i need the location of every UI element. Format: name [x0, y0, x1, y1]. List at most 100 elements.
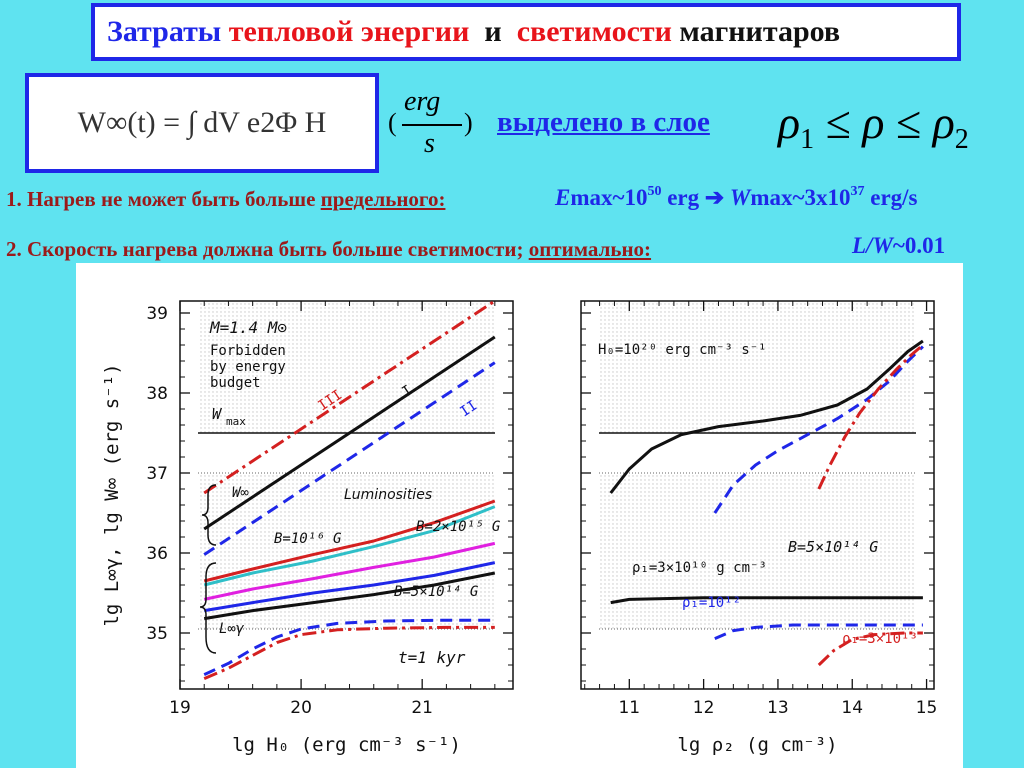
unit-rparen: ) — [464, 108, 473, 137]
wmax-sub-annotation: max — [226, 415, 246, 428]
brace-linf — [199, 562, 217, 654]
luminosity-region — [599, 473, 916, 629]
chart-svg: 35 36 37 38 39 19 20 21 lg H₀ (erg cm⁻³ s⁻¹) M=1.… — [101, 299, 938, 756]
rho-inequality: ρ1 ≤ ρ ≤ ρ2 — [778, 96, 969, 156]
rho-1: ρ — [778, 97, 801, 148]
series-line-right-3 — [610, 596, 923, 605]
series-line-left-8 — [203, 618, 495, 676]
y-tick-label: 38 — [146, 384, 168, 404]
series-line-left-9 — [203, 625, 495, 680]
title-part-3: и — [476, 15, 510, 48]
y-axis-label: lg L∞γ, lg W∞ (erg s⁻¹) — [101, 363, 123, 626]
series-line-right-1 — [713, 345, 924, 514]
y-tick-label: 35 — [146, 624, 168, 644]
x-tick-label: 14 — [841, 698, 863, 718]
b-annotation: B=5×10¹⁴ G — [788, 538, 878, 556]
x-tick-label: 15 — [916, 698, 938, 718]
wmax-unit: erg/s — [864, 185, 918, 210]
title-part-1: Затраты — [107, 15, 229, 48]
wmax-text: max~3x10 — [750, 185, 851, 210]
item-1: 1. Нагрев не может быть больше предельно… — [6, 187, 445, 212]
forbidden-region — [599, 301, 916, 433]
series-line-left-4 — [203, 505, 496, 587]
brace-winf — [201, 484, 217, 546]
series-line-right-4 — [714, 623, 923, 640]
unit-denominator: s — [424, 128, 435, 159]
x-tick-label: 20 — [290, 698, 312, 718]
formula-text: W∞(t) = ∫ dV e2Φ H — [77, 106, 327, 139]
arrow-icon: ➔ — [704, 185, 725, 210]
series-line-left-0 — [203, 299, 496, 495]
winf-annotation: W∞ — [232, 485, 249, 501]
curve-label-II: II — [457, 398, 480, 421]
wmax-annotation: W — [212, 405, 223, 423]
unit-numerator: erg — [404, 86, 441, 117]
series-line-left-7 — [203, 571, 496, 621]
series-line-left-6 — [203, 561, 496, 613]
plot-left: 35 36 37 38 39 19 20 21 lg H₀ (erg cm⁻³ s⁻¹) M=1.… — [101, 299, 514, 756]
x-tick-label: 12 — [693, 698, 715, 718]
item-1-text: 1. Нагрев не может быть больше — [6, 187, 321, 211]
y-tick-label: 36 — [146, 544, 168, 564]
title-part-2: тепловой энергии — [228, 15, 477, 48]
unit-lparen: ( — [388, 108, 397, 137]
leq-2: ≤ — [895, 97, 922, 148]
emax-unit: erg — [661, 185, 705, 210]
series-line-left-2 — [203, 361, 496, 556]
x-tick-label: 13 — [767, 698, 789, 718]
item-2-underlined: оптимально: — [528, 237, 652, 261]
b2-annotation: B=2×10¹⁵ G — [416, 519, 501, 535]
b3-annotation: B=5×10¹⁴ G — [394, 584, 479, 600]
chart-panel: 35 36 37 38 39 19 20 21 lg H₀ (erg cm⁻³ s⁻¹) M=1.… — [76, 263, 963, 768]
y-tick-label: 39 — [146, 304, 168, 324]
wmax-exp: 37 — [850, 184, 865, 200]
rho-2-sub: 2 — [954, 124, 969, 156]
formula-box: W∞(t) = ∫ dV e2Φ H — [25, 73, 379, 173]
h0-annotation: H₀=10²⁰ erg cm⁻³ s⁻¹ — [598, 342, 767, 358]
axes-frame — [179, 300, 514, 690]
series-line-right-0 — [609, 339, 924, 494]
lw-ratio: L/W~0.01 — [852, 233, 945, 259]
lw-label: L/W — [852, 233, 893, 258]
fraction-bar — [402, 124, 462, 126]
item-2: 2. Скорость нагрева должна быть больше с… — [6, 237, 651, 262]
axes-frame — [580, 300, 935, 690]
x-tick-label: 19 — [169, 698, 191, 718]
rho-2: ρ — [932, 97, 955, 148]
luminosities-annotation: Luminosities — [344, 487, 432, 503]
series-line-right-2 — [817, 343, 924, 490]
item-1-underlined: предельного: — [320, 187, 446, 211]
b1-annotation: B=10¹⁶ G — [274, 531, 342, 547]
rho1-annotation-c: ρ₁=3×10¹³ — [842, 631, 918, 647]
x-tick-label: 11 — [618, 698, 640, 718]
x-tick-label: 21 — [411, 698, 433, 718]
y-tick-label: 37 — [146, 464, 168, 484]
rho-1-sub: 1 — [800, 124, 815, 156]
layer-text: выделено в слое — [497, 106, 710, 138]
x-axis-label: lg H₀ (erg cm⁻³ s⁻¹) — [232, 734, 461, 756]
emax-text: max~10 — [570, 185, 648, 210]
series-line-left-5 — [203, 541, 496, 601]
title-part-4: светимости — [509, 15, 672, 48]
series-line-left-3 — [203, 499, 496, 583]
forbidden-region — [198, 301, 495, 433]
emax-exp: 50 — [647, 184, 662, 200]
time-annotation: t=1 kyr — [398, 648, 466, 667]
title-banner: Затраты тепловой энергии и светимости ма… — [91, 3, 961, 61]
mass-annotation: M=1.4 M⊙ — [209, 318, 287, 337]
forbidden-annotation-3: budget — [210, 375, 261, 391]
x-axis-label: lg ρ₂ (g cm⁻³) — [677, 734, 837, 756]
wmax-W: W — [729, 185, 751, 210]
rho1-annotation-a: ρ₁=3×10¹⁰ g cm⁻³ — [632, 560, 767, 576]
emax-E: E — [555, 185, 571, 210]
item-2-text: 2. Скорость нагрева должна быть больше с… — [6, 237, 529, 261]
rho-mid: ρ — [862, 97, 885, 148]
title-part-5: магнитаров — [671, 15, 841, 48]
forbidden-annotation-2: by energy — [210, 359, 286, 375]
series-line-left-1 — [203, 335, 496, 531]
emax-wmax-line: Emax~1050 erg ➔ Wmax~3x1037 erg/s — [555, 185, 918, 211]
forbidden-annotation-1: Forbidden — [210, 343, 286, 359]
lw-value: ~0.01 — [892, 233, 946, 258]
unit-fraction: ( erg s ) — [388, 86, 488, 168]
linf-annotation: L∞γ — [219, 621, 245, 637]
